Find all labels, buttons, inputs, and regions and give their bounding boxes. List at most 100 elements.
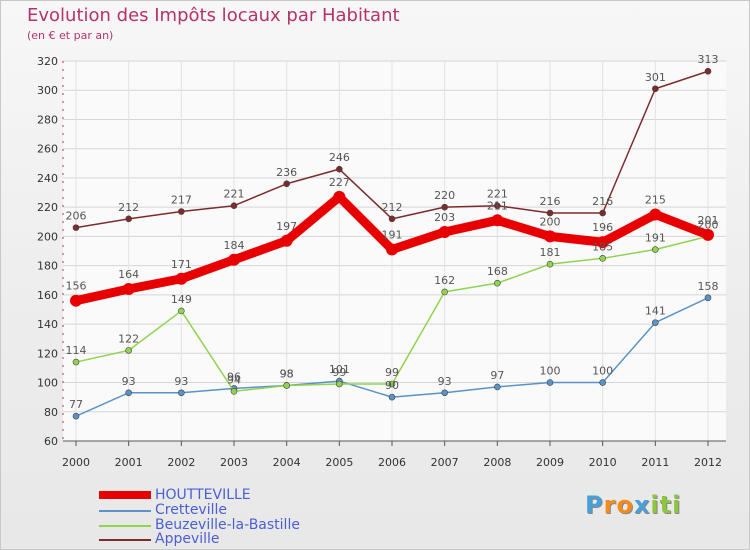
x-tick-label: 2009	[536, 456, 564, 469]
legend-swatch-houtteville	[99, 491, 151, 499]
y-tick-label: 300	[37, 84, 58, 97]
data-label: 99	[332, 366, 346, 379]
logo-letter: o	[616, 491, 634, 519]
x-tick-label: 2001	[115, 456, 143, 469]
data-label: 301	[645, 71, 666, 84]
y-tick-label: 120	[37, 347, 58, 360]
data-point	[438, 226, 451, 238]
data-point	[122, 283, 135, 295]
data-label: 184	[224, 239, 245, 252]
data-point	[175, 272, 188, 285]
logo-letter: i	[672, 491, 682, 519]
y-tick-label: 180	[37, 260, 58, 273]
data-point	[441, 203, 448, 211]
data-label: 100	[540, 365, 561, 378]
data-label: 236	[276, 166, 297, 179]
legend-swatch-cretteville	[99, 510, 151, 512]
data-label: 212	[382, 201, 403, 214]
data-label: 217	[171, 194, 192, 207]
data-point	[546, 209, 554, 217]
data-label: 164	[118, 268, 139, 281]
x-tick-label: 2003	[220, 456, 248, 469]
data-point	[599, 255, 606, 262]
data-label: 201	[698, 214, 719, 227]
data-point	[333, 190, 346, 203]
y-tick-label: 220	[37, 201, 58, 214]
legend-label-cretteville: Cretteville	[155, 502, 227, 518]
data-label: 101	[329, 363, 350, 376]
logo-letter: t	[659, 491, 673, 519]
data-label: 141	[645, 305, 666, 318]
data-label: 162	[434, 274, 455, 287]
data-point	[336, 380, 343, 388]
data-point	[70, 294, 82, 307]
data-point	[125, 347, 132, 354]
data-point	[228, 253, 240, 266]
data-label: 98	[280, 367, 294, 380]
data-point	[652, 319, 659, 326]
legend-label-houtteville: HOUTTEVILLE	[155, 487, 251, 503]
x-tick-label: 2011	[641, 456, 669, 469]
data-point	[72, 358, 80, 366]
data-label: 93	[174, 375, 188, 388]
data-point	[702, 228, 714, 241]
y-tick-label: 100	[37, 377, 58, 390]
chart-title: Evolution des Impôts locaux par Habitant	[27, 5, 400, 26]
data-label: 185	[592, 240, 613, 253]
x-tick-label: 2012	[694, 456, 722, 469]
data-point	[125, 389, 132, 397]
data-label: 196	[592, 221, 613, 234]
data-point	[494, 383, 501, 391]
data-label: 122	[118, 332, 139, 345]
data-label: 77	[69, 398, 83, 411]
data-label: 97	[490, 369, 504, 382]
proxiti-logo: Proxiti	[585, 491, 681, 519]
legend-label-appeville: Appeville	[155, 531, 220, 547]
data-label: 168	[487, 265, 508, 278]
data-label: 90	[385, 379, 399, 392]
data-label: 149	[171, 293, 192, 306]
x-tick-label: 2010	[589, 456, 617, 469]
data-point	[494, 279, 501, 287]
data-point	[388, 215, 396, 223]
data-point	[72, 224, 80, 231]
data-label: 98	[280, 367, 294, 380]
data-point	[441, 389, 448, 397]
x-tick-label: 2004	[273, 456, 301, 469]
data-point	[494, 202, 501, 209]
data-point	[283, 382, 290, 389]
data-label: 246	[329, 151, 350, 164]
series-layer	[70, 67, 714, 420]
data-label: 221	[487, 188, 508, 201]
legend-label-beuzeville: Beuzeville-la-Bastille	[155, 517, 300, 533]
data-label: 216	[540, 195, 561, 208]
data-label: 114	[66, 344, 87, 357]
data-point	[283, 180, 290, 188]
data-label: 100	[592, 365, 613, 378]
y-tick-label: 160	[37, 289, 58, 302]
data-label: 227	[329, 176, 350, 189]
data-label: 99	[385, 366, 399, 379]
data-label: 93	[122, 375, 136, 388]
data-label: 220	[434, 189, 455, 202]
legend-swatch-appeville	[99, 539, 151, 541]
data-label: 216	[592, 195, 613, 208]
y-tick-label: 80	[44, 406, 58, 419]
data-point	[125, 215, 132, 223]
y-tick-label: 200	[37, 230, 58, 243]
x-tick-label: 2006	[378, 456, 406, 469]
data-point	[544, 230, 556, 243]
logo-letter: i	[650, 491, 660, 519]
data-point	[72, 412, 80, 420]
data-label: 156	[66, 280, 87, 293]
data-point	[649, 208, 662, 221]
data-point	[704, 67, 712, 75]
data-point	[388, 380, 396, 388]
data-point	[704, 294, 712, 302]
y-tick-label: 240	[37, 172, 58, 185]
y-tick-label: 280	[37, 113, 58, 126]
data-label: 313	[698, 53, 719, 66]
y-tick-label: 320	[37, 55, 58, 68]
data-label: 200	[540, 215, 561, 228]
